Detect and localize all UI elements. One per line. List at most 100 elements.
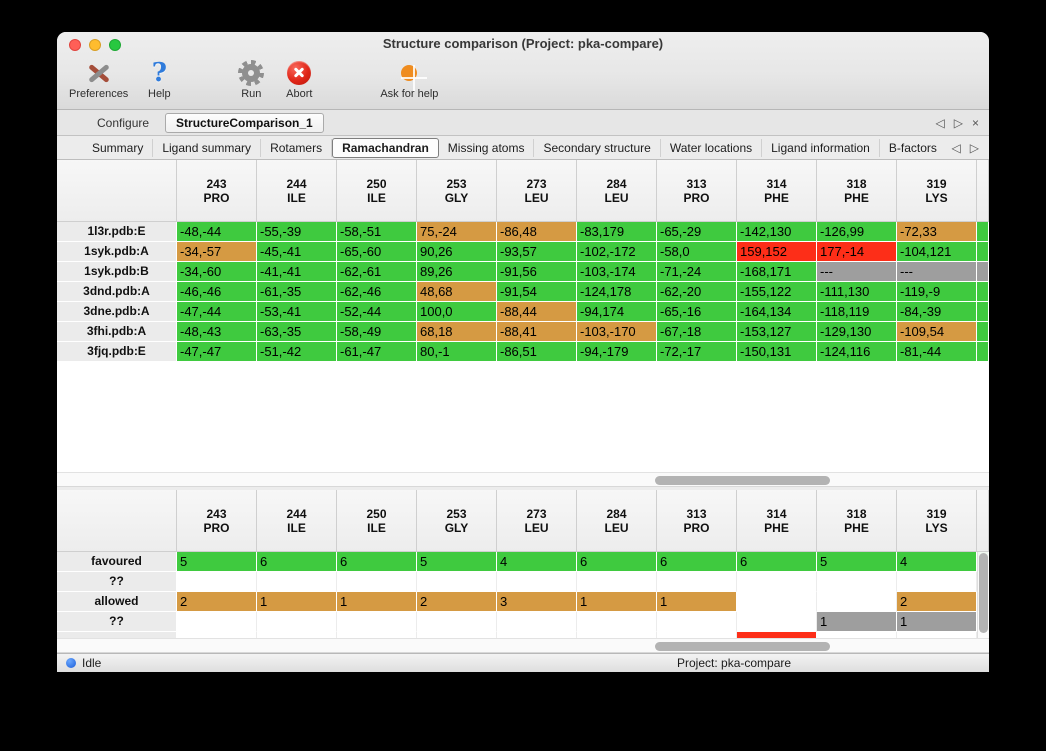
data-cell: -150,131 bbox=[737, 342, 817, 362]
subtab-water-locations[interactable]: Water locations bbox=[661, 138, 763, 157]
data-cell bbox=[577, 572, 657, 592]
data-cell: -102,-172 bbox=[577, 242, 657, 262]
data-cell: 89,26 bbox=[417, 262, 497, 282]
preferences-button[interactable]: Preferences bbox=[69, 57, 128, 100]
data-cell bbox=[657, 612, 737, 632]
structure-row: 1syk.pdb:A -34,-57 -45,-41 -65,-60 90,26 -93,… bbox=[57, 242, 989, 262]
summary-scrollbar-thumb[interactable] bbox=[979, 553, 988, 633]
subtab-secondary-structure[interactable]: Secondary structure bbox=[534, 138, 661, 157]
zoom-button[interactable] bbox=[109, 39, 121, 51]
data-cell: -153,127 bbox=[737, 322, 817, 342]
data-cell: -118,119 bbox=[817, 302, 897, 322]
data-cell: -51,-42 bbox=[257, 342, 337, 362]
data-cell: -62,-46 bbox=[337, 282, 417, 302]
abort-icon bbox=[287, 60, 312, 85]
data-cell bbox=[577, 632, 657, 638]
data-cell: 90,26 bbox=[417, 242, 497, 262]
ask-for-help-button[interactable]: Ask for help bbox=[380, 57, 438, 100]
row-label: favoured bbox=[57, 552, 177, 572]
data-cell: -61,-35 bbox=[257, 282, 337, 302]
minimize-button[interactable] bbox=[89, 39, 101, 51]
data-cell: 80,-1 bbox=[417, 342, 497, 362]
ask-for-help-label: Ask for help bbox=[380, 88, 439, 100]
summary-row: ?? 1 1 bbox=[57, 612, 989, 632]
data-cell: -65,-16 bbox=[657, 302, 737, 322]
row-label: 3dnd.pdb:A bbox=[57, 282, 177, 302]
column-header-partial bbox=[977, 160, 989, 222]
subtab-summary[interactable]: Summary bbox=[83, 138, 154, 157]
data-cell: -47,-47 bbox=[177, 342, 257, 362]
tab-bar: Configure StructureComparison_1 ◁ ▷ × bbox=[57, 110, 989, 136]
column-header-284: 284 LEU bbox=[577, 490, 657, 552]
subtab-ligand-summary[interactable]: Ligand summary bbox=[153, 138, 262, 157]
column-header-313: 313 PRO bbox=[657, 160, 737, 222]
top-scrollbar-thumb[interactable] bbox=[655, 476, 830, 485]
data-cell: 1 bbox=[897, 612, 977, 632]
data-cell bbox=[177, 632, 257, 638]
bottom-horizontal-scrollbar[interactable] bbox=[57, 638, 989, 653]
data-cell: 6 bbox=[737, 552, 817, 572]
help-icon: ? bbox=[151, 57, 167, 88]
data-cell: 2 bbox=[897, 592, 977, 612]
run-button[interactable]: Run bbox=[234, 57, 268, 100]
data-cell: 4 bbox=[497, 552, 577, 572]
subtab-b-factors[interactable]: B-factors bbox=[888, 140, 937, 155]
ramachandran-values-table: 243 PRO 244 ILE 250 ILE 253 GLY 273 LEU 284 LEU 313 P… bbox=[57, 160, 989, 472]
help-button[interactable]: ? Help bbox=[142, 57, 176, 101]
data-cell: 2 bbox=[417, 592, 497, 612]
data-cell: 2 bbox=[177, 592, 257, 612]
bottom-scrollbar-thumb[interactable] bbox=[655, 642, 830, 651]
table-header-row: 243 PRO 244 ILE 250 ILE 253 GLY 273 LEU 284 LEU 313 P… bbox=[57, 490, 989, 552]
data-cell bbox=[817, 632, 897, 638]
data-cell-partial bbox=[977, 302, 989, 322]
tab-structurecomparison-1[interactable]: StructureComparison_1 bbox=[165, 112, 324, 133]
subtab-scroll-left-icon[interactable]: ◁ bbox=[951, 140, 961, 155]
data-cell: 5 bbox=[817, 552, 897, 572]
summary-vertical-scrollbar[interactable] bbox=[977, 552, 989, 638]
traffic-lights bbox=[69, 39, 129, 51]
data-cell: -119,-9 bbox=[897, 282, 977, 302]
subtab-ramachandran[interactable]: Ramachandran bbox=[332, 137, 439, 158]
subtab-missing-atoms[interactable]: Missing atoms bbox=[439, 138, 535, 157]
data-cell: -48,-43 bbox=[177, 322, 257, 342]
window-chrome: Structure comparison (Project: pka-compa… bbox=[57, 32, 989, 110]
data-cell: -103,-174 bbox=[577, 262, 657, 282]
data-cell: -62,-20 bbox=[657, 282, 737, 302]
subtab-scroll-right-icon[interactable]: ▷ bbox=[969, 140, 979, 155]
column-header-273: 273 LEU bbox=[497, 160, 577, 222]
abort-button[interactable]: Abort bbox=[282, 57, 316, 100]
tab-configure[interactable]: Configure bbox=[97, 115, 150, 130]
data-cell: -124,178 bbox=[577, 282, 657, 302]
data-cell: -83,179 bbox=[577, 222, 657, 242]
pane-splitter bbox=[57, 487, 989, 490]
data-cell: -45,-41 bbox=[257, 242, 337, 262]
data-cell: 68,18 bbox=[417, 322, 497, 342]
data-cell: -93,57 bbox=[497, 242, 577, 262]
data-cell bbox=[257, 572, 337, 592]
column-header-244: 244 ILE bbox=[257, 160, 337, 222]
tab-scroll-left-icon[interactable]: ◁ bbox=[935, 115, 945, 130]
data-cell: -94,174 bbox=[577, 302, 657, 322]
tab-scroll-right-icon[interactable]: ▷ bbox=[953, 115, 963, 130]
row-label: 3fhi.pdb:A bbox=[57, 322, 177, 342]
close-button[interactable] bbox=[69, 39, 81, 51]
row-label: 1syk.pdb:A bbox=[57, 242, 177, 262]
toolbar: Preferences ? Help Run Abort Ask for hel… bbox=[57, 56, 989, 109]
data-cell: --- bbox=[817, 262, 897, 282]
data-cell bbox=[737, 612, 817, 632]
top-horizontal-scrollbar[interactable] bbox=[57, 472, 989, 487]
subtab-ligand-information[interactable]: Ligand information bbox=[762, 138, 880, 157]
row-label: 3fjq.pdb:E bbox=[57, 342, 177, 362]
subtab-rotamers[interactable]: Rotamers bbox=[261, 138, 333, 157]
column-header-318: 318 PHE bbox=[817, 160, 897, 222]
titlebar[interactable]: Structure comparison (Project: pka-compa… bbox=[57, 32, 989, 56]
data-cell: -72,-17 bbox=[657, 342, 737, 362]
column-header-314: 314 PHE bbox=[737, 160, 817, 222]
preferences-label: Preferences bbox=[69, 88, 129, 100]
data-cell: 1 bbox=[577, 592, 657, 612]
subtab-bar: Summary Ligand summary Rotamers Ramachandra… bbox=[57, 136, 989, 160]
column-header-250: 250 ILE bbox=[337, 490, 417, 552]
tab-close-icon[interactable]: × bbox=[971, 115, 979, 130]
column-header-284: 284 LEU bbox=[577, 160, 657, 222]
data-cell: -34,-60 bbox=[177, 262, 257, 282]
